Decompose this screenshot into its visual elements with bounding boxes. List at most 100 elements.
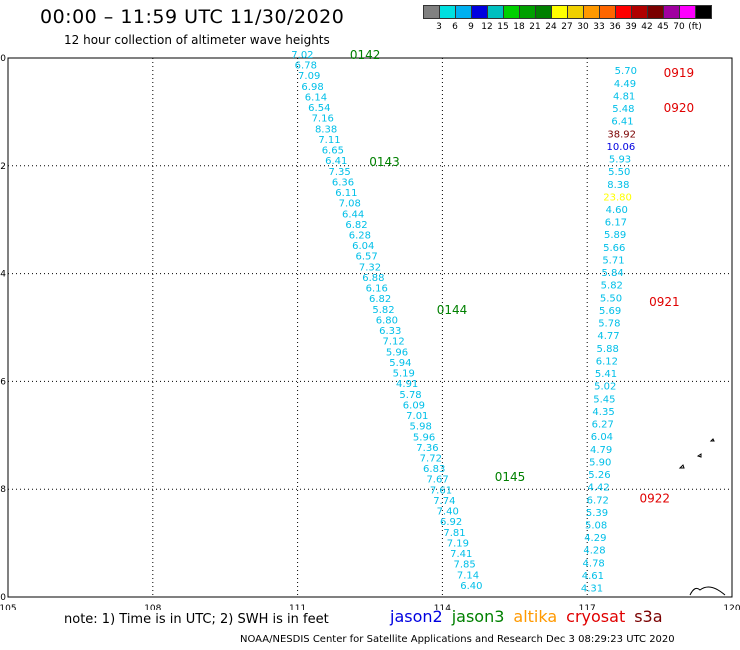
- pass-time-label: 0921: [649, 295, 680, 309]
- wave-height-value: 6.16: [366, 284, 388, 295]
- wave-height-value: 6.27: [592, 420, 614, 431]
- wave-height-value: 5.50: [600, 293, 622, 304]
- island: [696, 453, 702, 458]
- wave-height-value: 6.54: [308, 103, 330, 114]
- colorbar-label: 18: [513, 22, 525, 32]
- wave-height-value: 5.02: [594, 382, 616, 393]
- lat-tick-label: -12: [0, 162, 6, 172]
- wave-height-value: 5.94: [389, 358, 411, 369]
- wave-height-value: 5.08: [585, 521, 607, 532]
- wave-height-value: 5.82: [372, 305, 394, 316]
- wave-height-value: 5.66: [603, 243, 625, 254]
- coastline-islands: [678, 438, 726, 596]
- lon-tick-label: 117: [579, 604, 596, 610]
- legend-cryosat: cryosat: [566, 607, 626, 626]
- wave-height-value: 5.93: [609, 155, 631, 166]
- wave-height-value: 5.39: [586, 508, 608, 519]
- wave-height-value: 4.35: [592, 407, 614, 418]
- wave-height-value: 4.79: [590, 445, 612, 456]
- wave-height-value: 7.67: [426, 475, 448, 486]
- wave-height-value: 7.32: [359, 262, 381, 273]
- pass-time-label: 0144: [437, 303, 468, 317]
- wave-height-value: 6.92: [440, 517, 462, 528]
- island: [689, 586, 726, 596]
- legend-jason2: jason2: [390, 607, 443, 626]
- colorbar-labels: 3 6 9 12 15 18 21 24 27 30 33 36 39 42 45 70 (ft): [423, 22, 740, 34]
- lon-tick-label: 114: [434, 604, 451, 610]
- wave-height-value: 7.36: [416, 443, 438, 454]
- wave-height-value: 7.85: [453, 560, 475, 571]
- wave-height-value: 5.69: [599, 306, 621, 317]
- wave-height-value: 7.35: [328, 167, 350, 178]
- lon-tick-label: 108: [144, 604, 161, 610]
- wave-height-value: 7.01: [406, 411, 428, 422]
- wave-height-value: 7.14: [457, 570, 479, 581]
- wave-height-value: 7.02: [291, 50, 313, 61]
- pass-time-label: 0142: [350, 48, 381, 62]
- colorbar-label: 36: [609, 22, 621, 32]
- colorbar-label: 12: [481, 22, 493, 32]
- wave-height-value: 6.09: [403, 400, 425, 411]
- wave-height-value: 5.98: [410, 422, 432, 433]
- wave-height-value: 6.78: [295, 61, 317, 72]
- wave-height-value: 6.98: [301, 82, 323, 93]
- lon-tick-label: 105: [0, 604, 17, 610]
- wave-height-value: 6.41: [611, 117, 633, 128]
- credit-line: NOAA/NESDIS Center for Satellite Applica…: [240, 634, 675, 645]
- wave-height-value: 5.19: [393, 369, 415, 380]
- wave-height-value: 7.41: [450, 549, 472, 560]
- wave-height-value: 4.28: [583, 546, 605, 557]
- lat-tick-label: -14: [0, 270, 6, 280]
- map-frame: [7, 57, 733, 598]
- wave-height-value: 4.91: [396, 379, 418, 390]
- wave-height-value: 6.11: [335, 188, 357, 199]
- map-subtitle: 12 hour collection of altimeter wave hei…: [64, 33, 330, 47]
- lat-tick-label: -10: [0, 54, 6, 64]
- wave-height-value: 6.82: [369, 294, 391, 305]
- wave-height-value: 4.77: [597, 331, 619, 342]
- wave-height-value: 4.29: [584, 533, 606, 544]
- wave-height-value: 5.78: [598, 319, 620, 330]
- colorbar-swatch: [695, 5, 712, 19]
- wave-height-value: 5.90: [589, 457, 611, 468]
- map-title: 00:00 – 11:59 UTC 11/30/2020: [40, 6, 345, 28]
- pass-time-label: 0920: [664, 101, 695, 115]
- pass-time-label: 0145: [495, 470, 526, 484]
- colorbar-label: (ft): [688, 22, 702, 32]
- lat-tick-label: -18: [0, 485, 6, 495]
- wave-height-colorbar: [423, 5, 712, 19]
- wave-height-value: 5.82: [601, 281, 623, 292]
- colorbar-label: 27: [561, 22, 573, 32]
- legend-altika: altika: [513, 607, 558, 626]
- colorbar-label: 3: [436, 22, 442, 32]
- wave-height-value: 7.08: [339, 199, 361, 210]
- colorbar-label: 24: [545, 22, 557, 32]
- wave-height-value: 7.16: [312, 114, 334, 125]
- colorbar-label: 30: [577, 22, 589, 32]
- wave-height-value: 6.57: [355, 252, 377, 263]
- colorbar-label: 70: [673, 22, 685, 32]
- pass-time-label: 0922: [639, 492, 670, 506]
- colorbar-label: 45: [657, 22, 669, 32]
- wave-height-value: 4.31: [581, 584, 603, 595]
- wave-height-value: 6.33: [379, 326, 401, 337]
- wave-height-value: 6.40: [460, 581, 482, 592]
- wave-height-value: 6.28: [349, 231, 371, 242]
- wave-height-value: 5.78: [399, 390, 421, 401]
- wave-height-value: 6.36: [332, 177, 354, 188]
- wave-height-value: 6.14: [305, 92, 327, 103]
- wave-height-value: 4.61: [582, 571, 604, 582]
- wave-height-value: 7.61: [430, 485, 452, 496]
- wave-height-value: 5.71: [602, 255, 624, 266]
- wave-height-value: 7.09: [298, 71, 320, 82]
- wave-height-value: 5.48: [612, 104, 634, 115]
- wave-height-value: 7.11: [318, 135, 340, 146]
- wave-height-value: 6.82: [345, 220, 367, 231]
- wave-height-value: 5.84: [601, 268, 623, 279]
- wave-height-value: 5.96: [386, 347, 408, 358]
- wave-height-value: 7.12: [383, 337, 405, 348]
- wave-height-value: 8.38: [315, 124, 337, 135]
- legend-jason3: jason3: [451, 607, 505, 626]
- colorbar-label: 42: [641, 22, 653, 32]
- wave-height-value: 4.60: [606, 205, 628, 216]
